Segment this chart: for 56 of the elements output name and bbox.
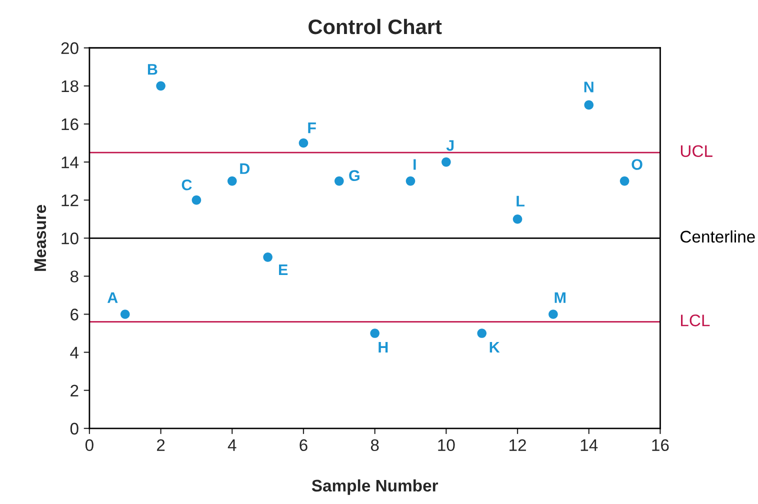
annotation: L	[516, 196, 524, 206]
y-tick-label: 14	[62, 156, 79, 168]
point	[442, 157, 451, 167]
point	[120, 310, 130, 319]
ref-line-label: LCL	[681, 314, 710, 326]
point	[370, 328, 380, 338]
annotation: H	[378, 342, 388, 352]
annotation: N	[584, 82, 594, 92]
annotation: M	[554, 292, 566, 303]
point	[406, 176, 416, 186]
x-tick-label: 12	[510, 439, 526, 451]
annotation: D	[240, 163, 250, 174]
annotation: F	[308, 122, 316, 134]
y-tick-label: 2	[70, 384, 78, 396]
point	[584, 100, 594, 110]
annotation: G	[349, 170, 360, 181]
y-tick-label: 16	[62, 118, 78, 130]
point	[334, 176, 344, 186]
annotation: O	[632, 159, 642, 170]
annotation: C	[182, 179, 192, 190]
y-tick-label: 8	[70, 270, 78, 282]
annotation: B	[148, 64, 158, 75]
y-tick-label: 12	[62, 194, 78, 206]
point	[512, 214, 522, 224]
annotation: I	[414, 159, 416, 170]
x-tick-label: 4	[228, 439, 236, 451]
y-axis-title: Measure	[34, 204, 46, 271]
annotation: J	[446, 140, 454, 151]
y-tick-label: 6	[70, 308, 78, 320]
point	[477, 328, 487, 338]
point	[263, 252, 272, 262]
point	[620, 176, 630, 186]
y-tick-label: 20	[61, 42, 78, 54]
annotation: E	[279, 264, 288, 276]
y-tick-label: 0	[70, 422, 78, 435]
point	[192, 195, 202, 205]
point	[548, 310, 558, 319]
annotation: K	[490, 342, 500, 352]
point	[156, 81, 166, 91]
point	[298, 138, 308, 148]
x-tick-label: 10	[438, 439, 455, 452]
y-tick-label: 18	[62, 80, 78, 92]
annotation: A	[107, 292, 118, 303]
y-tick-label: 4	[70, 346, 79, 358]
x-tick-label: 0	[85, 439, 94, 452]
x-tick-label: 14	[580, 439, 598, 451]
ref-line-label: Centerline	[680, 230, 755, 243]
x-tick-label: 6	[300, 439, 308, 452]
x-tick-label: 8	[370, 439, 379, 452]
y-tick-label: 10	[62, 232, 78, 244]
point	[227, 176, 237, 186]
x-axis-title: Sample Number	[312, 479, 438, 495]
x-tick-label: 16	[652, 439, 669, 452]
x-tick-label: 2	[156, 439, 165, 451]
chart-title: Control Chart	[308, 18, 442, 34]
ref-line-label: UCL	[680, 145, 712, 157]
